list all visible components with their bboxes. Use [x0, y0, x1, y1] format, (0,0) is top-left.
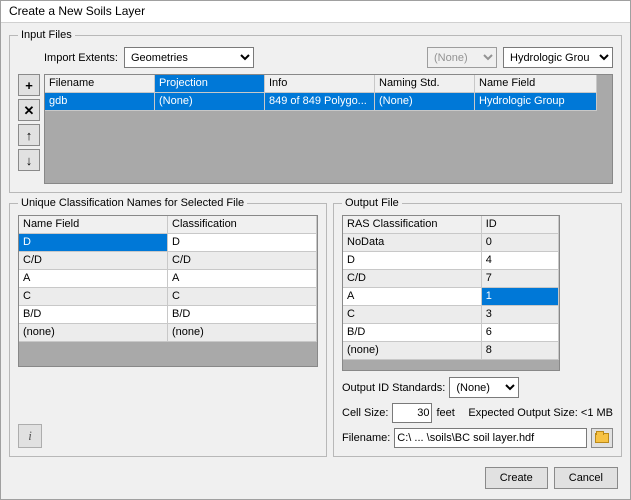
- filename-input[interactable]: [394, 428, 587, 448]
- create-button[interactable]: Create: [485, 467, 548, 489]
- cell-size-input[interactable]: [392, 403, 432, 423]
- move-down-button[interactable]: ↓: [18, 149, 40, 171]
- cell-ras: B/D: [343, 324, 482, 342]
- table-row[interactable]: C/DC/D: [19, 252, 317, 270]
- col-id[interactable]: ID: [482, 216, 559, 234]
- table-row[interactable]: DD: [19, 234, 317, 252]
- arrow-down-icon: ↓: [26, 154, 33, 167]
- table-row[interactable]: (none)8: [343, 342, 559, 360]
- filename-label: Filename:: [342, 432, 390, 444]
- col-ras[interactable]: RAS Classification: [343, 216, 482, 234]
- info-button[interactable]: i: [18, 424, 42, 448]
- cell-name: A: [19, 270, 168, 288]
- cancel-button[interactable]: Cancel: [554, 467, 618, 489]
- cell-projection: (None): [155, 93, 265, 111]
- move-up-button[interactable]: ↑: [18, 124, 40, 146]
- cell-ras: C/D: [343, 270, 482, 288]
- window-title: Create a New Soils Layer: [1, 1, 630, 23]
- output-file-group: Output File RAS Classification ID NoData…: [333, 197, 622, 457]
- cell-class: C: [168, 288, 317, 306]
- naming-std-select[interactable]: (None): [427, 47, 497, 68]
- table-row[interactable]: AA: [19, 270, 317, 288]
- dialog-body: Input Files Import Extents: Geometries (…: [1, 23, 630, 499]
- cell-name: C: [19, 288, 168, 306]
- table-row[interactable]: NoData0: [343, 234, 559, 252]
- input-files-buttons: + ✕ ↑ ↓: [18, 74, 40, 184]
- cell-size-unit: feet: [436, 407, 454, 419]
- output-std-label: Output ID Standards:: [342, 382, 445, 394]
- grid-header: Filename Projection Info Naming Std. Nam…: [45, 75, 597, 93]
- table-row[interactable]: CC: [19, 288, 317, 306]
- col-classification[interactable]: Classification: [168, 216, 317, 234]
- table-row[interactable]: A1: [343, 288, 559, 306]
- cell-class: (none): [168, 324, 317, 342]
- unique-legend: Unique Classification Names for Selected…: [18, 197, 247, 209]
- cell-class: A: [168, 270, 317, 288]
- table-row[interactable]: C3: [343, 306, 559, 324]
- table-row[interactable]: C/D7: [343, 270, 559, 288]
- cell-ras: (none): [343, 342, 482, 360]
- cell-id: 1: [482, 288, 559, 306]
- col-info[interactable]: Info: [265, 75, 375, 93]
- cell-size-label: Cell Size:: [342, 407, 388, 419]
- remove-file-button[interactable]: ✕: [18, 99, 40, 121]
- cell-id: 8: [482, 342, 559, 360]
- unique-classification-group: Unique Classification Names for Selected…: [9, 197, 327, 457]
- cell-name: (none): [19, 324, 168, 342]
- cell-class: B/D: [168, 306, 317, 324]
- cell-ras: A: [343, 288, 482, 306]
- arrow-up-icon: ↑: [26, 129, 33, 142]
- cell-ras: D: [343, 252, 482, 270]
- table-row[interactable]: B/DB/D: [19, 306, 317, 324]
- cell-class: D: [168, 234, 317, 252]
- browse-button[interactable]: [591, 428, 613, 448]
- col-naming[interactable]: Naming Std.: [375, 75, 475, 93]
- col-filename[interactable]: Filename: [45, 75, 155, 93]
- info-icon: i: [28, 428, 32, 444]
- input-files-grid[interactable]: Filename Projection Info Naming Std. Nam…: [44, 74, 613, 184]
- table-row[interactable]: D4: [343, 252, 559, 270]
- add-file-button[interactable]: +: [18, 74, 40, 96]
- cell-info: 849 of 849 Polygo...: [265, 93, 375, 111]
- cell-namefield: Hydrologic Group: [475, 93, 597, 111]
- cell-ras: NoData: [343, 234, 482, 252]
- col-namefield[interactable]: Name Field: [475, 75, 597, 93]
- cell-id: 6: [482, 324, 559, 342]
- input-files-legend: Input Files: [18, 29, 75, 41]
- table-row[interactable]: (none)(none): [19, 324, 317, 342]
- cell-naming: (None): [375, 93, 475, 111]
- input-files-toolbar: Import Extents: Geometries (None) Hydrol…: [18, 47, 613, 68]
- cell-name: B/D: [19, 306, 168, 324]
- cell-class: C/D: [168, 252, 317, 270]
- x-icon: ✕: [24, 104, 35, 117]
- dialog-buttons: Create Cancel: [9, 461, 622, 491]
- name-field-select[interactable]: Hydrologic Grou: [503, 47, 613, 68]
- cell-filename: gdb: [45, 93, 155, 111]
- cell-id: 4: [482, 252, 559, 270]
- col-projection[interactable]: Projection: [155, 75, 265, 93]
- output-std-select[interactable]: (None): [449, 377, 519, 398]
- import-extents-select[interactable]: Geometries: [124, 47, 254, 68]
- table-row[interactable]: B/D6: [343, 324, 559, 342]
- expected-size-label: Expected Output Size: <1 MB: [468, 407, 613, 419]
- folder-icon: [595, 433, 609, 443]
- cell-id: 0: [482, 234, 559, 252]
- cell-id: 3: [482, 306, 559, 324]
- input-files-group: Input Files Import Extents: Geometries (…: [9, 29, 622, 193]
- cell-ras: C: [343, 306, 482, 324]
- cell-name: D: [19, 234, 168, 252]
- unique-grid[interactable]: Name Field Classification DDC/DC/DAACCB/…: [18, 215, 318, 367]
- cell-id: 7: [482, 270, 559, 288]
- cell-name: C/D: [19, 252, 168, 270]
- dialog-window: Create a New Soils Layer Input Files Imp…: [0, 0, 631, 500]
- table-row[interactable]: gdb (None) 849 of 849 Polygo... (None) H…: [45, 93, 597, 111]
- output-grid[interactable]: RAS Classification ID NoData0D4C/D7A1C3B…: [342, 215, 560, 371]
- plus-icon: +: [25, 79, 33, 92]
- col-name-field[interactable]: Name Field: [19, 216, 168, 234]
- import-extents-label: Import Extents:: [44, 52, 118, 64]
- output-legend: Output File: [342, 197, 402, 209]
